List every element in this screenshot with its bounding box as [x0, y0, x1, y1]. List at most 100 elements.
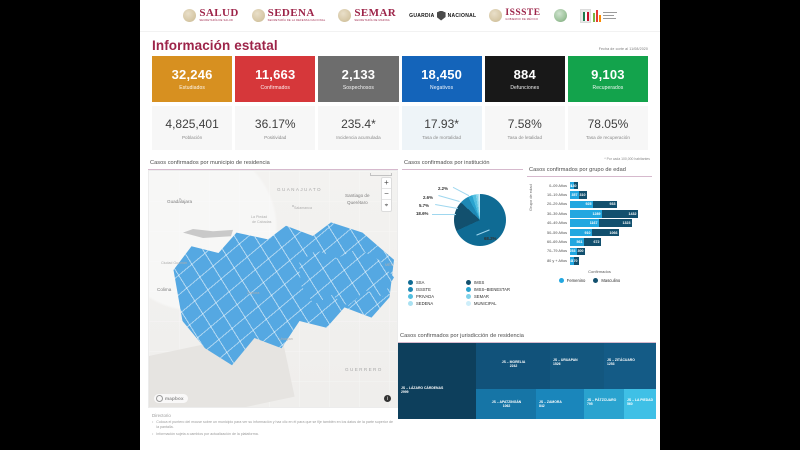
- kpi-card-confirmados[interactable]: 11,663 Confirmados: [235, 56, 316, 102]
- bar-femenino[interactable]: 561: [570, 238, 585, 246]
- treemap-cell-patzcuaro[interactable]: JS – PÁTZCUARO 795: [584, 389, 624, 419]
- legend-item-ssa[interactable]: SSA: [407, 280, 463, 285]
- kpi-card-recuperados[interactable]: 9,103 Recuperados: [567, 56, 649, 102]
- bar-femenino[interactable]: 357: [570, 191, 580, 199]
- logo-label: SEDENA: [267, 7, 315, 20]
- legend-item-masculino[interactable]: Masculino: [593, 277, 620, 283]
- logo-sublabel: SECRETARÍA DE MARINA: [354, 19, 390, 23]
- rate-label: Tasa de recuperación: [585, 134, 630, 140]
- kpi-card-sospechosos[interactable]: 2,133 Sospechosos: [318, 56, 399, 102]
- pie-graphic[interactable]: [453, 194, 506, 246]
- map-panel: Casos confirmados por municipio de resid…: [148, 156, 398, 439]
- bullet-icon: •: [152, 420, 154, 424]
- pie-leader-line: [431, 214, 456, 215]
- bar-masculino[interactable]: 170: [571, 257, 580, 265]
- municipality-map[interactable]: Guadalajara GUANAJUATO Santiago de Queré…: [148, 170, 398, 408]
- bar-masculino[interactable]: 130: [570, 181, 579, 190]
- notes-heading: Directorio: [152, 413, 171, 418]
- legend-item-semar[interactable]: SEMAR: [466, 294, 521, 299]
- legend-item-imss[interactable]: IMSS: [466, 280, 521, 285]
- kpi-label: Negativos: [430, 85, 454, 91]
- map-label-town: La Piedad: [251, 215, 268, 219]
- treemap-cell-lazaro-cardenas[interactable]: JS – LÁZARO CÁRDENAS 2999: [398, 343, 476, 419]
- legend-item-municipal[interactable]: MUNICIPAL: [466, 301, 521, 306]
- bar-masculino[interactable]: 300: [577, 247, 586, 256]
- map-label-city: Guadalajara: [167, 199, 193, 204]
- legend-item-imss-bienestar[interactable]: IMSS–BIENESTAR: [466, 287, 521, 292]
- map-label-city: Querétaro: [347, 200, 368, 205]
- legend-item-sedena[interactable]: SEDENA: [407, 301, 463, 306]
- age-row[interactable]: 10–19 Años 357 310: [538, 190, 650, 199]
- bar-femenino[interactable]: 121: [566, 181, 575, 190]
- kpi-card-defunciones[interactable]: 884 Defunciones: [484, 56, 565, 102]
- bar-femenino[interactable]: 253: [569, 247, 578, 256]
- treemap-cell-uruapan[interactable]: JS – URUAPAN 1526: [550, 343, 604, 389]
- age-bars: 121 130: [566, 181, 579, 190]
- age-row[interactable]: 0–09 Años 121 130: [538, 181, 650, 190]
- pie-leader-line: [438, 194, 460, 203]
- pie-pct-privada: 2.2%: [437, 186, 448, 191]
- map-zoom-controls[interactable]: + − ⌖: [380, 177, 392, 212]
- kpi-label: Recuperados: [592, 85, 624, 91]
- bar-masculino[interactable]: 1432: [602, 210, 639, 218]
- kpi-card-negativos[interactable]: 18,450 Negativos: [401, 56, 482, 102]
- age-row[interactable]: 30–39 Años 1289 1432: [538, 209, 650, 218]
- treemap-cell-zamora[interactable]: JS – ZAMORA 842: [536, 389, 584, 419]
- logo-issste: ISSSTE GOBIERNO DE MÉXICO: [489, 8, 540, 22]
- bar-femenino[interactable]: 1167: [570, 219, 600, 228]
- zoom-in-button[interactable]: +: [381, 178, 391, 189]
- bar-masculino[interactable]: 933: [593, 200, 618, 209]
- zoom-out-button[interactable]: −: [381, 189, 391, 200]
- legend-item-privada[interactable]: PRIVADA: [407, 294, 463, 299]
- legend-item-issste[interactable]: ISSSTE: [407, 287, 463, 292]
- age-row[interactable]: 60–69 Años 561 672: [538, 237, 650, 246]
- treemap-cell-zitacuaro[interactable]: JS – ZITÁCUARO 1253: [604, 343, 656, 389]
- kpi-label: Sospechosos: [342, 85, 374, 91]
- bar-femenino[interactable]: 925: [570, 200, 594, 209]
- map-attribution[interactable]: mapbox: [154, 394, 188, 403]
- kpi-card-estudiados[interactable]: 32,246 Estudiados: [152, 56, 233, 102]
- age-bars: 910 1066: [570, 228, 620, 237]
- map-label-town: Uruapan: [279, 337, 293, 341]
- treemap-cell-la-piedad[interactable]: JS – LA PIEDAD 560: [624, 389, 656, 419]
- bar-masculino[interactable]: 310: [579, 191, 588, 199]
- compass-icon[interactable]: ⌖: [384, 202, 389, 209]
- treemap-label: JS – URUAPAN: [553, 358, 578, 362]
- map-neighbor-area: [183, 229, 233, 238]
- age-category-label: 50–59 Años: [546, 230, 568, 235]
- age-bars: 253 300: [569, 247, 586, 256]
- right-column: * Por cada 100,000 habitantes Casos conf…: [527, 156, 652, 438]
- bar-masculino[interactable]: 1066: [592, 228, 620, 237]
- bar-masculino[interactable]: 672: [584, 238, 602, 246]
- treemap-label: JS – MORELIA: [501, 360, 526, 364]
- institution-pie-chart[interactable]: 68.2% 18.6% 5.7% 2.6% 2.2%: [402, 170, 523, 278]
- age-bars: 561 672: [570, 238, 602, 246]
- pie-leader-line: [435, 204, 458, 209]
- treemap-value: 795: [587, 402, 593, 407]
- bar-masculino[interactable]: 1323: [599, 219, 633, 228]
- rate-card-tasa-de-letalidad: 7.58% Tasa de letalidad: [484, 106, 565, 150]
- kpi-value: 32,246: [171, 67, 213, 82]
- treemap-cell-morelia[interactable]: JS – MORELIA 2242: [476, 343, 550, 389]
- age-row[interactable]: 80 y + Años 122 170: [538, 256, 650, 265]
- age-y-axis-label: Grupo de edad: [528, 184, 534, 211]
- age-row[interactable]: 70–79 Años 253 300: [538, 247, 650, 256]
- age-bars: 357 310: [570, 191, 588, 199]
- bar-femenino[interactable]: 122: [566, 257, 575, 265]
- logo-semar: SEMAR SECRETARÍA DE MARINA: [338, 8, 396, 23]
- bar-femenino[interactable]: 1289: [570, 210, 603, 218]
- institution-panel-title: Casos confirmados por institución: [401, 156, 524, 170]
- bar-femenino[interactable]: 910: [570, 228, 593, 237]
- age-pyramid-chart[interactable]: Grupo de edad 0–09 Años 121 130 10–19 Añ…: [527, 177, 652, 289]
- rate-card-incidencia-acumulada: 235.4* Incidencia acumulada: [318, 106, 399, 150]
- treemap-label: JS – ZITÁCUARO: [607, 358, 635, 362]
- treemap-cell-apatzingan[interactable]: JS – APATZINGÁN 1062: [476, 389, 536, 419]
- jurisdiction-treemap[interactable]: JS – LÁZARO CÁRDENAS 2999 JS – MORELIA 2…: [398, 343, 656, 419]
- age-category-label: 20–29 Años: [546, 202, 568, 207]
- legend-item-femenino[interactable]: Femenino: [558, 277, 585, 283]
- age-row[interactable]: 20–29 Años 925 933: [538, 200, 650, 209]
- jurisdiction-panel: Casos confirmados por jurisdicción de re…: [398, 329, 656, 419]
- map-info-icon[interactable]: i: [383, 395, 391, 402]
- age-row[interactable]: 50–59 Años 910 1066: [538, 228, 650, 237]
- age-row[interactable]: 40–49 Años 1167 1323: [538, 219, 650, 228]
